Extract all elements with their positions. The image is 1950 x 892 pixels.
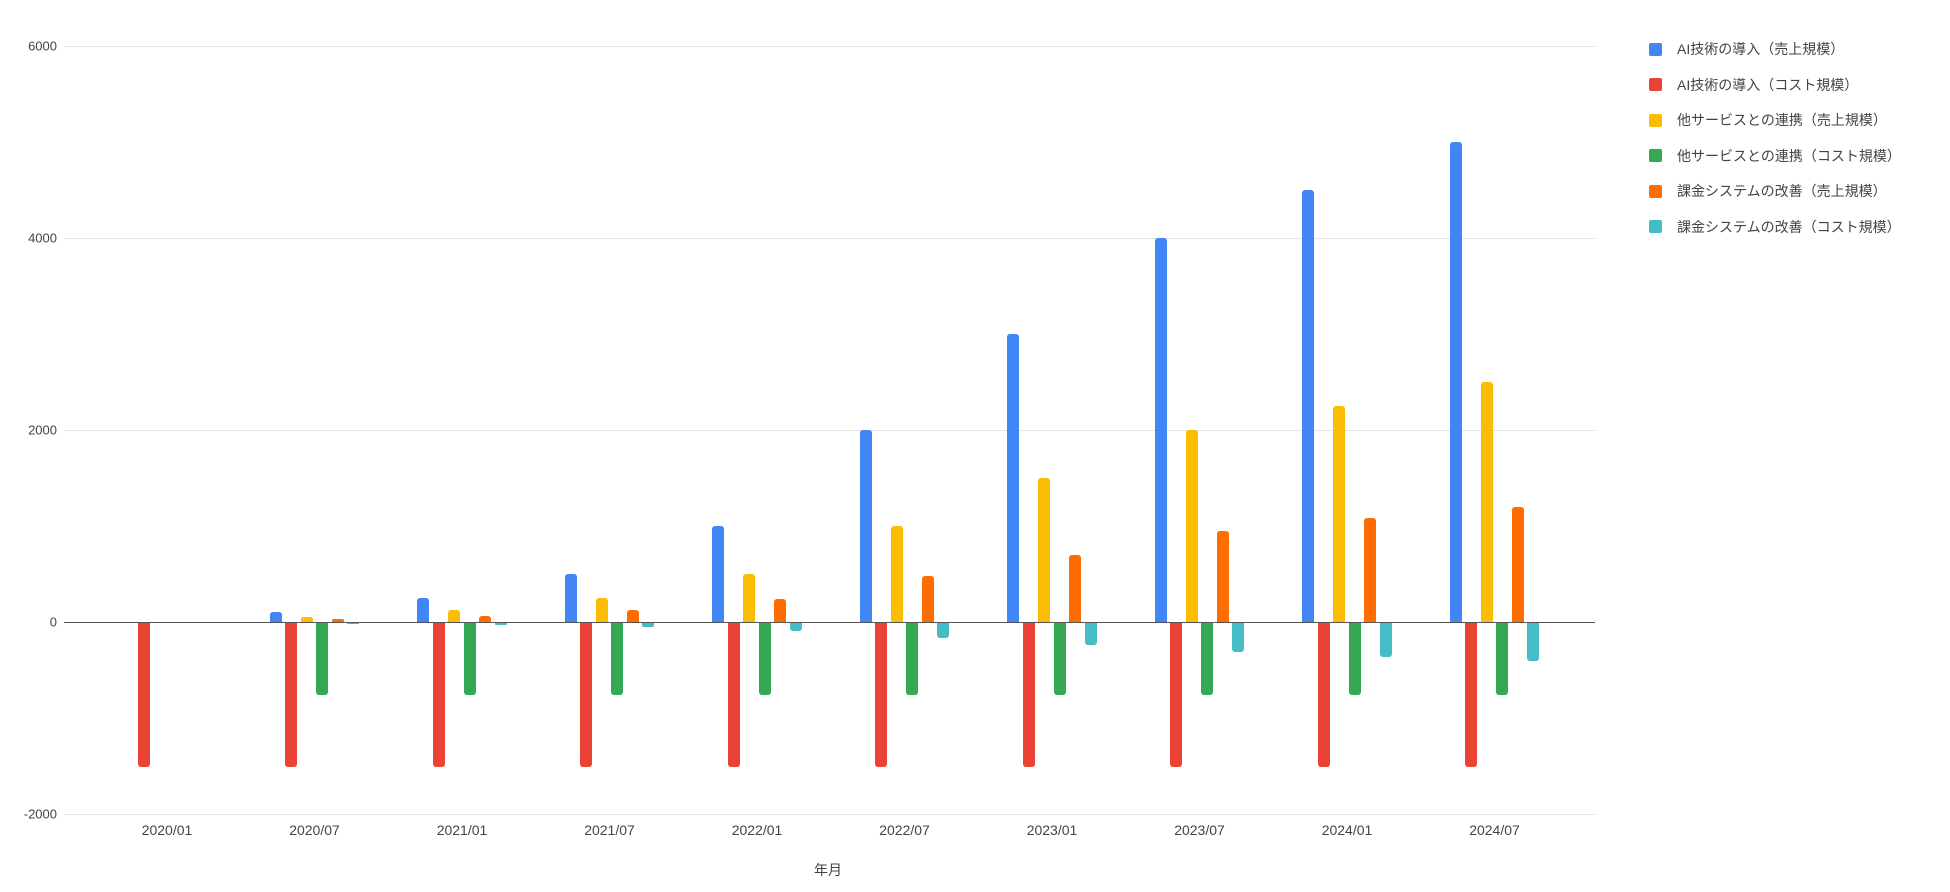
bar[interactable] <box>1007 334 1020 622</box>
bar[interactable] <box>1022 623 1035 767</box>
x-axis-tick-label: 2024/07 <box>1469 822 1520 838</box>
legend-item: AI技術の導入（コスト規模） <box>1649 75 1901 95</box>
bar[interactable] <box>595 598 608 622</box>
legend-item-label: 他サービスとの連携（売上規模） <box>1677 112 1887 128</box>
legend-item: 他サービスとの連携（売上規模） <box>1649 110 1901 130</box>
bar[interactable] <box>285 623 298 767</box>
bar[interactable] <box>906 623 919 695</box>
legend-swatch-icon <box>1649 184 1662 198</box>
bar[interactable] <box>448 610 461 622</box>
bar[interactable] <box>1317 623 1330 767</box>
legend-item-label: 課金システムの改善（売上規模） <box>1677 183 1887 199</box>
y-axis-tick-label: -2000 <box>23 806 57 822</box>
bar[interactable] <box>564 574 577 622</box>
bar[interactable] <box>859 430 872 622</box>
bar[interactable] <box>137 623 150 767</box>
legend-item: 他サービスとの連携（コスト規模） <box>1649 146 1901 166</box>
y-axis-tick-label: 4000 <box>28 230 57 246</box>
bar[interactable] <box>269 612 282 622</box>
bar[interactable] <box>1449 142 1462 622</box>
x-axis-tick-label: 2020/07 <box>289 822 340 838</box>
x-axis-title: 年月 <box>814 862 842 878</box>
bar[interactable] <box>1348 623 1361 695</box>
bar[interactable] <box>1527 623 1540 661</box>
x-axis-tick-label: 2023/07 <box>1174 822 1225 838</box>
bar[interactable] <box>1053 623 1066 695</box>
gridline <box>64 814 1595 815</box>
bar[interactable] <box>921 576 934 622</box>
x-axis-tick-label: 2022/07 <box>879 822 930 838</box>
bar[interactable] <box>1154 238 1167 622</box>
bar[interactable] <box>1069 555 1082 622</box>
x-axis-tick-label: 2021/01 <box>436 822 488 838</box>
x-axis-baseline <box>64 622 1595 623</box>
bar[interactable] <box>890 526 903 622</box>
legend-swatch-icon <box>1649 78 1662 91</box>
y-axis-tick-label: 0 <box>49 614 57 630</box>
bar[interactable] <box>758 623 771 695</box>
bar[interactable] <box>331 619 344 622</box>
bar[interactable] <box>1302 190 1315 622</box>
bar[interactable] <box>642 623 655 627</box>
legend-swatch-icon <box>1649 149 1662 162</box>
y-axis-tick-label: 2000 <box>28 422 57 438</box>
bar[interactable] <box>347 623 360 624</box>
bar[interactable] <box>743 574 756 622</box>
bar[interactable] <box>1364 518 1377 622</box>
bar[interactable] <box>432 623 445 767</box>
bar[interactable] <box>494 623 507 625</box>
x-axis-tick-label: 2021/07 <box>584 822 635 838</box>
bar[interactable] <box>300 617 313 622</box>
bar[interactable] <box>580 623 593 767</box>
bar[interactable] <box>1333 406 1346 622</box>
bar[interactable] <box>1170 623 1183 767</box>
bar[interactable] <box>1216 531 1229 622</box>
chart-legend: AI技術の導入（売上規模） AI技術の導入（コスト規模） 他サービスとの連携（売上規… <box>1649 39 1901 252</box>
bar[interactable] <box>1465 623 1478 767</box>
x-axis-tick-label: 2022/01 <box>731 822 783 838</box>
bar[interactable] <box>1379 623 1392 657</box>
bar[interactable] <box>774 599 787 622</box>
legend-item-label: 課金システムの改善（コスト規模） <box>1677 218 1901 235</box>
bar[interactable] <box>463 623 476 695</box>
gridline <box>64 430 1595 431</box>
bar[interactable] <box>417 598 430 622</box>
bar[interactable] <box>1232 623 1245 652</box>
legend-swatch-icon <box>1649 113 1662 127</box>
legend-item-label: AI技術の導入（売上規模） <box>1677 41 1845 57</box>
bar[interactable] <box>1201 623 1214 695</box>
gridline <box>64 238 1595 239</box>
bar[interactable] <box>316 623 329 695</box>
legend-item: 課金システムの改善（コスト規模） <box>1649 217 1901 237</box>
bar[interactable] <box>789 623 802 631</box>
bar[interactable] <box>727 623 740 767</box>
legend-swatch-icon <box>1649 220 1662 233</box>
bar[interactable] <box>1038 478 1051 622</box>
x-axis-tick-label: 2023/01 <box>1026 822 1078 838</box>
y-axis-tick-label: 6000 <box>28 38 57 54</box>
legend-item: AI技術の導入（売上規模） <box>1649 39 1901 59</box>
bar[interactable] <box>937 623 950 638</box>
legend-item: 課金システムの改善（売上規模） <box>1649 181 1901 201</box>
bar[interactable] <box>611 623 624 695</box>
legend-swatch-icon <box>1649 42 1662 56</box>
bar[interactable] <box>875 623 888 767</box>
bar[interactable] <box>1480 382 1493 622</box>
bar[interactable] <box>1084 623 1097 645</box>
x-axis-tick-label: 2020/01 <box>141 822 193 838</box>
x-axis-tick-label: 2024/01 <box>1321 822 1373 838</box>
bar[interactable] <box>479 616 492 622</box>
gridline <box>64 46 1595 47</box>
legend-item-label: 他サービスとの連携（コスト規模） <box>1677 147 1901 164</box>
legend-item-label: AI技術の導入（コスト規模） <box>1677 76 1859 93</box>
bar[interactable] <box>1511 507 1524 622</box>
bar[interactable] <box>1496 623 1509 695</box>
bar[interactable] <box>1185 430 1198 622</box>
bar[interactable] <box>712 526 725 622</box>
bar[interactable] <box>626 610 639 622</box>
